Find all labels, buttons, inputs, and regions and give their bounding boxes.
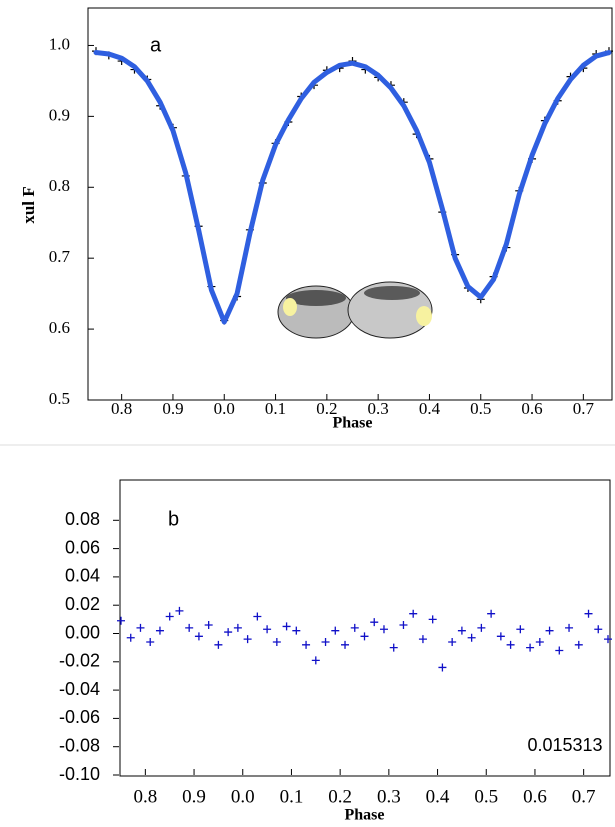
data-point (272, 637, 281, 646)
x-tick-label: 0.4 (419, 399, 441, 418)
x-axis-label: Phase (333, 415, 373, 432)
y-tick-label: -0.10 (59, 764, 100, 784)
data-point (448, 637, 457, 646)
y-tick-label: 0.02 (65, 594, 100, 614)
data-point (292, 626, 301, 635)
data-point (399, 621, 408, 630)
data-point (282, 622, 291, 631)
y-tick-label: 0.00 (65, 622, 100, 642)
annotation: a (150, 34, 162, 56)
data-point (506, 640, 515, 649)
data-point (185, 623, 194, 632)
x-tick-label: 0.6 (521, 399, 542, 418)
y-tick-label: 0.7 (49, 247, 71, 266)
data-point (565, 623, 574, 632)
data-point (584, 609, 593, 618)
data-point (165, 612, 174, 621)
x-axis-label: Phase (345, 807, 385, 824)
model-line (93, 50, 612, 325)
y-tick-label: -0.08 (59, 735, 100, 755)
data-point (409, 609, 418, 618)
frame-a (87, 7, 613, 401)
data-point (243, 635, 252, 644)
data-point (418, 635, 427, 644)
x-tick-label: 0.1 (265, 399, 286, 418)
data-point (487, 609, 496, 618)
data-point (117, 616, 125, 625)
data-point (457, 626, 466, 635)
data-point (350, 623, 359, 632)
x-tick-label: 0.6 (523, 786, 547, 807)
data-point (233, 623, 242, 632)
data-point (535, 637, 544, 646)
data-point (263, 625, 272, 634)
y-axis-label: xul F (19, 186, 38, 223)
y-tick-label: 0.08 (65, 509, 100, 529)
data-point (126, 633, 135, 642)
x-tick-label: 0.8 (111, 399, 132, 418)
data-point (224, 628, 233, 637)
data-point (194, 632, 203, 641)
y-tick-label: -0.02 (59, 651, 100, 671)
data-point (379, 625, 388, 634)
data-point (477, 623, 486, 632)
data-point (604, 635, 612, 644)
data-point (204, 621, 213, 630)
data-point (526, 643, 535, 652)
x-tick-label: 0.1 (280, 786, 304, 807)
data-point (321, 637, 330, 646)
x-tick-label: 0.9 (182, 786, 206, 807)
x-tick-label: 0.2 (328, 786, 352, 807)
y-tick-label: 0.9 (49, 105, 70, 124)
x-tick-label: 0.7 (573, 399, 595, 418)
y-tick-label: 0.04 (65, 566, 100, 586)
data-point (467, 633, 476, 642)
y-tick-label: 1.0 (49, 34, 70, 53)
y-tick-label: 0.6 (49, 318, 70, 337)
data-point (136, 623, 145, 632)
data-point (438, 663, 447, 672)
x-tick-label: 0.3 (368, 399, 389, 418)
y-tick-label: 0.8 (49, 176, 70, 195)
data-point (389, 643, 398, 652)
data-point (253, 612, 262, 621)
data-point (360, 632, 369, 641)
data-point (555, 646, 564, 655)
data-point (428, 615, 437, 624)
x-tick-label: 0.4 (426, 786, 450, 807)
x-tick-label: 0.0 (231, 786, 255, 807)
data-point (594, 625, 603, 634)
data-point (311, 656, 320, 665)
y-tick-label: -0.04 (59, 679, 100, 699)
data-point (331, 626, 340, 635)
x-tick-label: 0.3 (377, 786, 401, 807)
frame-b (119, 479, 611, 777)
y-tick-label: -0.06 (59, 707, 100, 727)
data-point (175, 606, 184, 615)
binary-star-model (277, 281, 433, 339)
data-point (574, 640, 583, 649)
x-tick-label: 0.9 (162, 399, 183, 418)
y-tick-label: 0.5 (49, 389, 70, 408)
x-tick-label: 0.5 (470, 399, 491, 418)
y-tick-label: 0.06 (65, 537, 100, 557)
data-point (146, 637, 155, 646)
x-tick-label: 0.5 (474, 786, 498, 807)
data-point (370, 618, 379, 627)
annotation: b (168, 508, 179, 530)
x-tick-label: 0.7 (572, 786, 596, 807)
data-point (496, 632, 505, 641)
x-tick-label: 0.0 (214, 399, 235, 418)
x-tick-label: 0.8 (133, 786, 157, 807)
data-point (155, 626, 164, 635)
data-point (545, 626, 554, 635)
data-point (341, 640, 350, 649)
data-point (302, 640, 311, 649)
x-tick-label: 0.2 (316, 399, 337, 418)
annotation: 0.015313 (527, 735, 602, 755)
data-point (516, 625, 525, 634)
data-point (214, 640, 223, 649)
